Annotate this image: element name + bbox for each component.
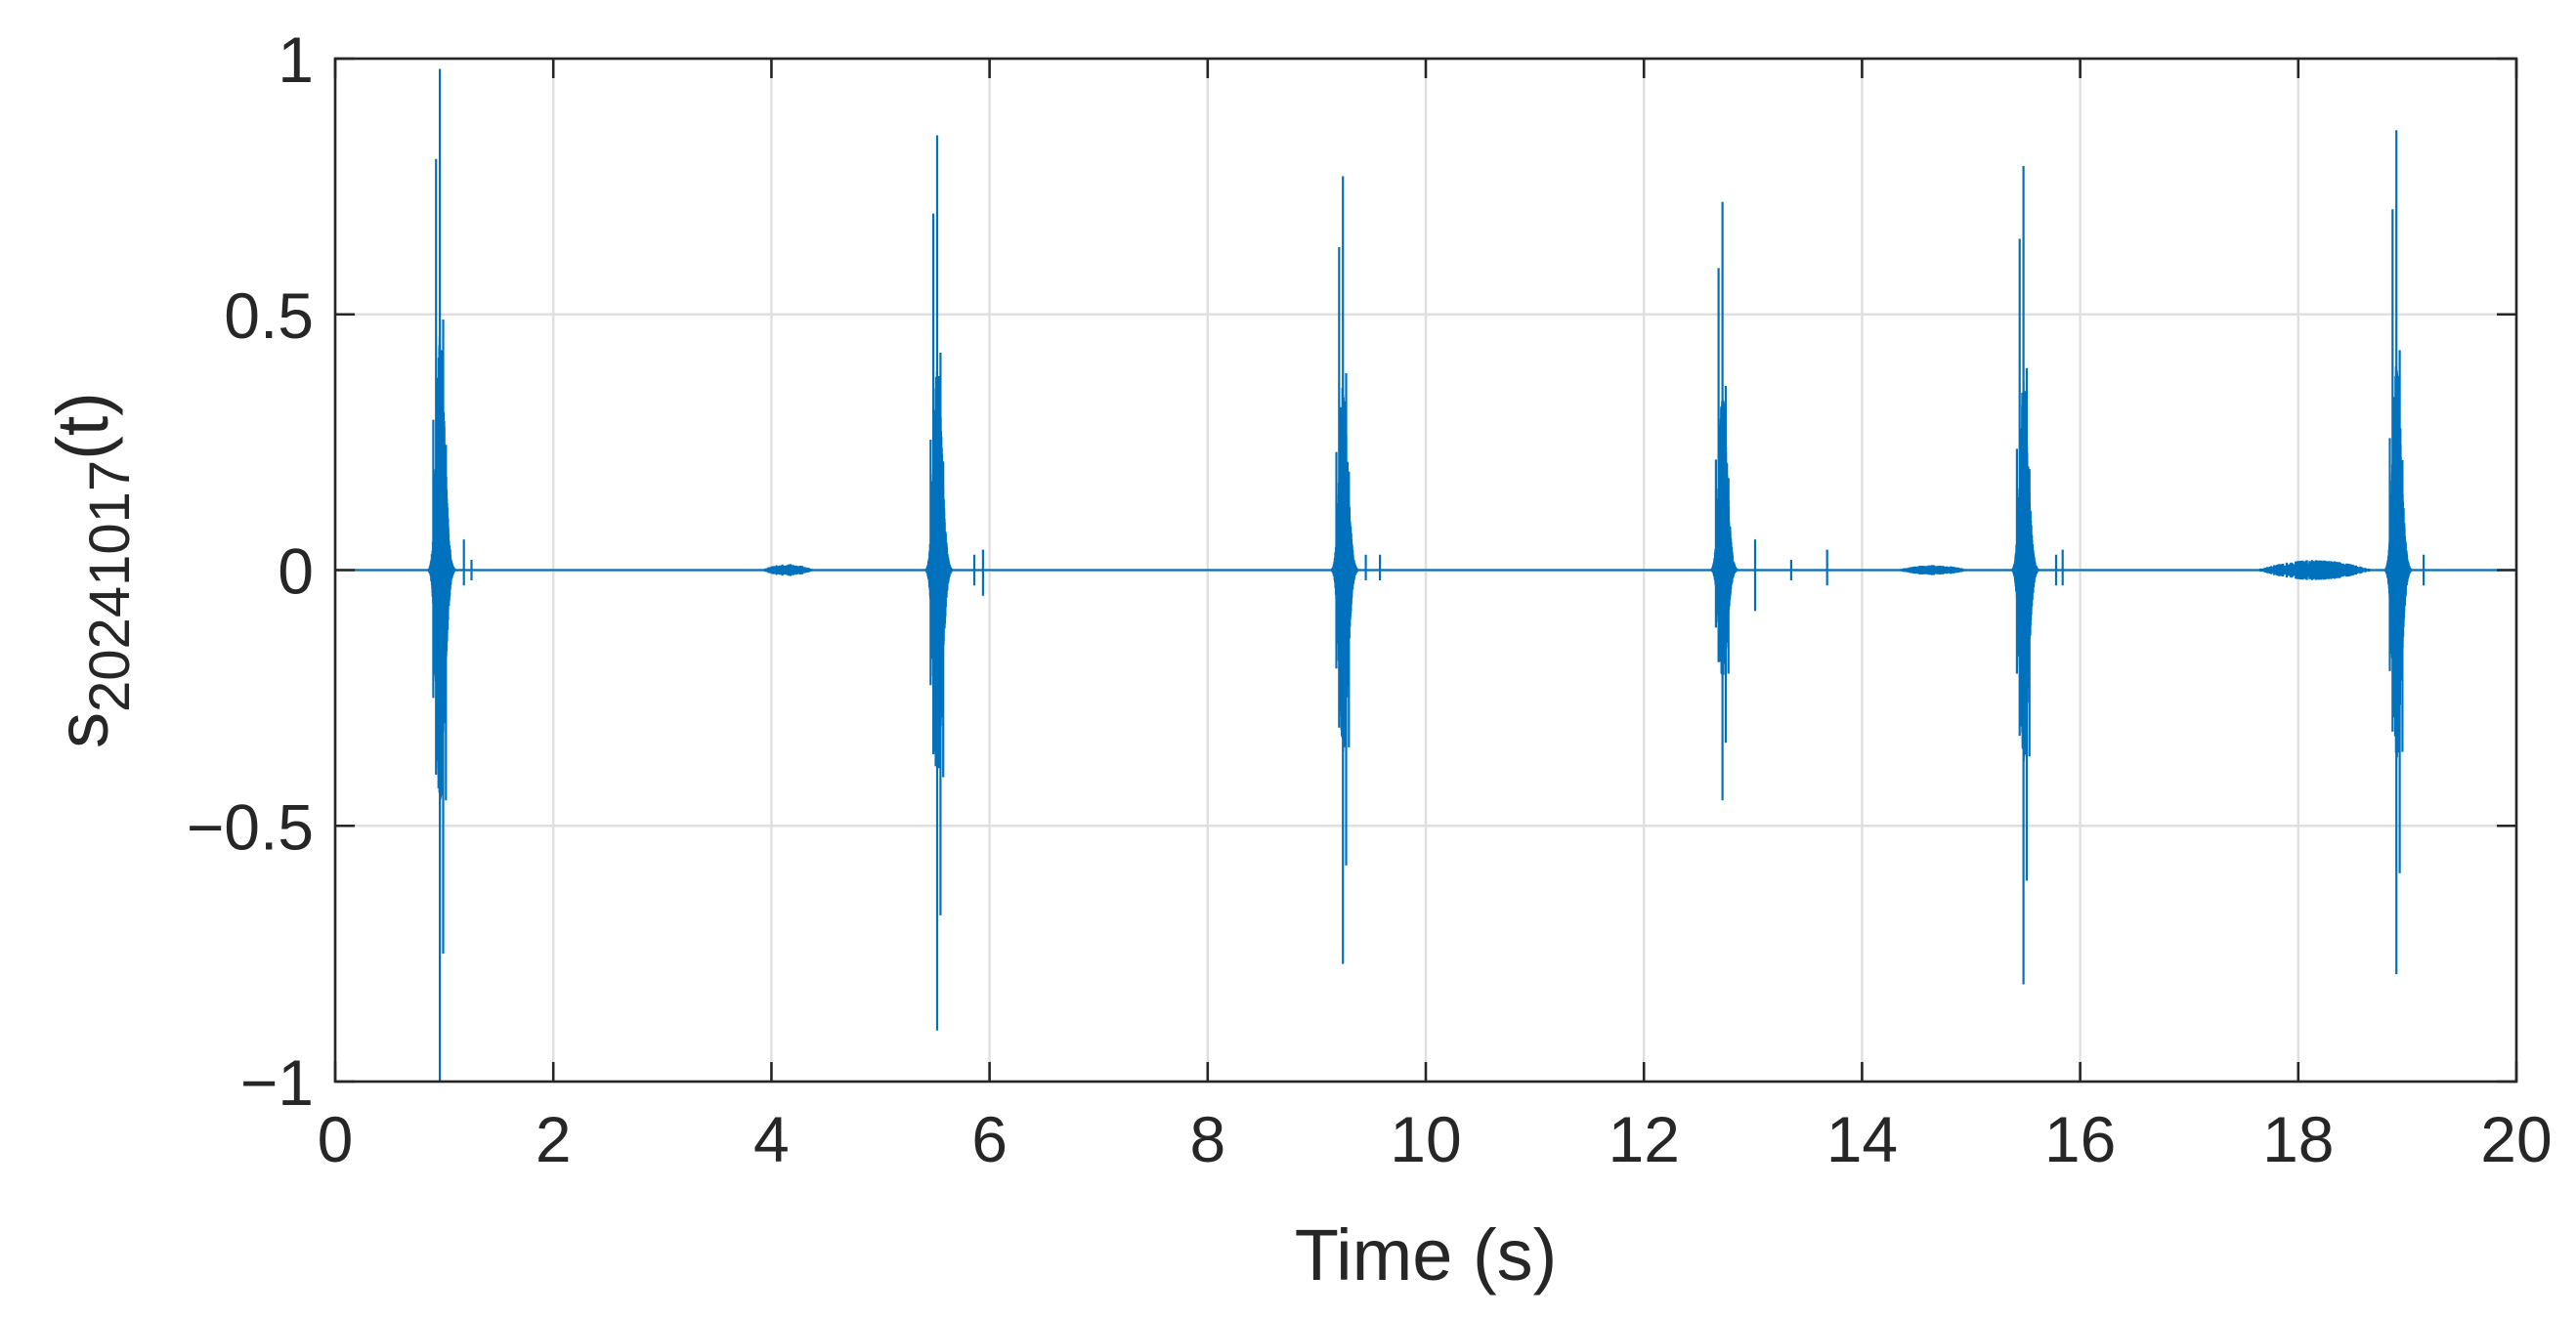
x-tick-label: 4 bbox=[753, 1103, 790, 1175]
y-tick-label: 1 bbox=[278, 23, 314, 96]
x-tick-label: 0 bbox=[318, 1103, 354, 1175]
x-tick-label: 14 bbox=[1826, 1103, 1898, 1175]
x-tick-label: 12 bbox=[1608, 1103, 1679, 1175]
signal-series bbox=[335, 68, 2516, 1082]
x-tick-label: 16 bbox=[2044, 1103, 2116, 1175]
x-tick-label: 2 bbox=[536, 1103, 572, 1175]
y-axis-label: s20241017(t) bbox=[42, 392, 142, 748]
y-axis-label-subscript: 20241017 bbox=[78, 460, 142, 712]
x-tick-label: 10 bbox=[1390, 1103, 1461, 1175]
x-tick-label: 20 bbox=[2480, 1103, 2552, 1175]
y-tick-label: 0 bbox=[278, 535, 314, 608]
y-tick-label: −0.5 bbox=[187, 790, 314, 863]
y-axis-label-suffix: (t) bbox=[42, 392, 123, 460]
signal-line bbox=[335, 68, 2516, 1082]
x-tick-label: 18 bbox=[2262, 1103, 2334, 1175]
y-tick-label: −1 bbox=[240, 1046, 314, 1119]
axis-ticks: 0 2 4 6 8 10 12 14 16 18 20 −1 −0.5 0 0.5 1 bbox=[187, 23, 2553, 1175]
x-tick-label: 8 bbox=[1189, 1103, 1225, 1175]
y-axis-label-main: s bbox=[42, 712, 123, 748]
y-tick-label: 0.5 bbox=[224, 279, 314, 352]
x-tick-label: 6 bbox=[971, 1103, 1008, 1175]
x-axis-label: Time (s) bbox=[1295, 1214, 1558, 1296]
